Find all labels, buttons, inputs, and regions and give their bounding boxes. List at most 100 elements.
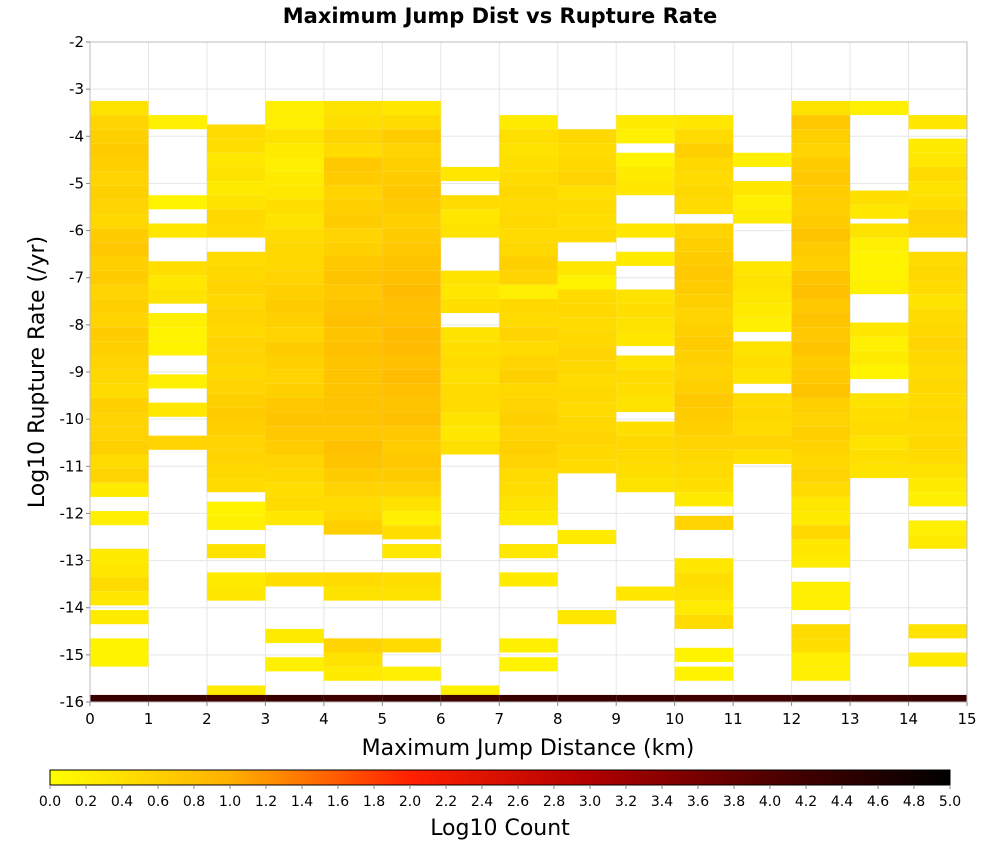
heatmap-cell [265,199,324,215]
heatmap-cell [499,496,558,512]
heatmap-cell [557,303,617,318]
heatmap-cell [90,454,149,469]
heatmap-cell [206,421,266,436]
heatmap-cell [323,214,383,229]
heatmap-cell [908,115,967,130]
heatmap-cell [499,482,558,497]
heatmap-cell [148,341,207,356]
colorbar-tick-label: 0.6 [147,794,169,810]
heatmap-cell [908,152,967,167]
heatmap-cell [499,327,558,342]
heatmap-cell [90,270,149,285]
heatmap-cell [733,393,792,408]
heatmap-cell [908,652,967,667]
heatmap-cell [499,214,558,229]
heatmap-cell [265,468,324,483]
heatmap-cell [265,256,324,271]
heatmap-cell [674,336,734,351]
heatmap-cell [499,228,558,243]
x-tick-label: 12 [782,710,801,728]
x-tick-label: 11 [724,710,743,728]
heatmap-cell [733,152,792,167]
heatmap-cell [791,496,851,512]
heatmap-cell [791,539,851,554]
heatmap-cell [382,666,441,681]
heatmap-cell [148,374,207,389]
heatmap-cell [908,624,967,639]
heatmap-cell [90,511,149,526]
heatmap-cell [850,393,909,408]
x-tick-label: 1 [144,710,154,728]
heatmap-cell [791,185,851,200]
y-tick-label: -13 [60,552,85,570]
heatmap-cell [908,251,967,266]
y-tick-label: -3 [69,80,84,98]
heatmap-cell [90,468,149,483]
colorbar-tick-label: 4.6 [867,794,889,810]
heatmap-cell [265,454,324,469]
colorbar-tick-label: 4.2 [795,794,817,810]
y-tick-label: -5 [69,174,84,192]
heatmap-cell [791,199,851,215]
heatmap-cell [908,223,967,238]
heatmap-cell [499,369,558,384]
heatmap-cell [382,468,441,483]
heatmap-cell [616,449,675,464]
heatmap-cell [323,694,383,702]
heatmap-cell [148,694,207,702]
heatmap-cell [616,181,675,196]
heatmap-cell [674,350,734,365]
heatmap-cell [791,228,851,243]
heatmap-cell [323,638,383,653]
heatmap-cell [90,412,149,427]
heatmap-cell [674,515,734,530]
heatmap-cell [90,199,149,215]
heatmap-cell [674,265,734,281]
heatmap-cell [323,242,383,257]
heatmap-cell [265,327,324,342]
heatmap-cell [206,364,266,380]
heatmap-cell [148,327,207,342]
heatmap-cell [499,511,558,526]
heatmap-cell [382,525,441,540]
heatmap-cell [90,577,149,592]
heatmap-cell [557,129,617,144]
heatmap-cell [440,209,500,224]
colorbar-tick-label: 1.6 [327,794,349,810]
colorbar-tick-label: 4.4 [831,794,853,810]
heatmap-cell [908,364,967,380]
heatmap-cell [791,256,851,271]
heatmap-cell [791,270,851,285]
heatmap-cell [674,251,734,266]
heatmap-cell [791,553,851,568]
heatmap-cell [90,610,149,625]
heatmap-cell [148,115,207,130]
heatmap-cell [382,185,441,200]
heatmap-cell [148,195,207,210]
heatmap-cell [90,426,149,441]
heatmap-cell [382,327,441,342]
heatmap-cell [499,284,558,299]
x-tick-label: 2 [202,710,212,728]
heatmap-cell [791,482,851,497]
heatmap-cell [850,407,909,422]
heatmap-cell [791,638,851,653]
heatmap-cell [382,199,441,215]
heatmap-cell [674,185,734,200]
heatmap-cell [557,610,617,625]
heatmap-cell [616,478,675,493]
heatmap-cell [557,157,617,172]
heatmap-cell [206,379,266,394]
colorbar-tick-label: 1.0 [219,794,241,810]
heatmap-cell [382,694,441,702]
heatmap-cell [323,327,383,342]
heatmap-cell [557,459,617,474]
heatmap-cell [206,478,266,493]
heatmap-cell [499,355,558,370]
colorbar-tick-label: 4.8 [903,794,925,810]
heatmap-cell [908,265,967,281]
heatmap-cell [557,331,617,347]
heatmap-cell [908,166,967,182]
heatmap-cell [499,383,558,398]
heatmap-cell [265,383,324,398]
